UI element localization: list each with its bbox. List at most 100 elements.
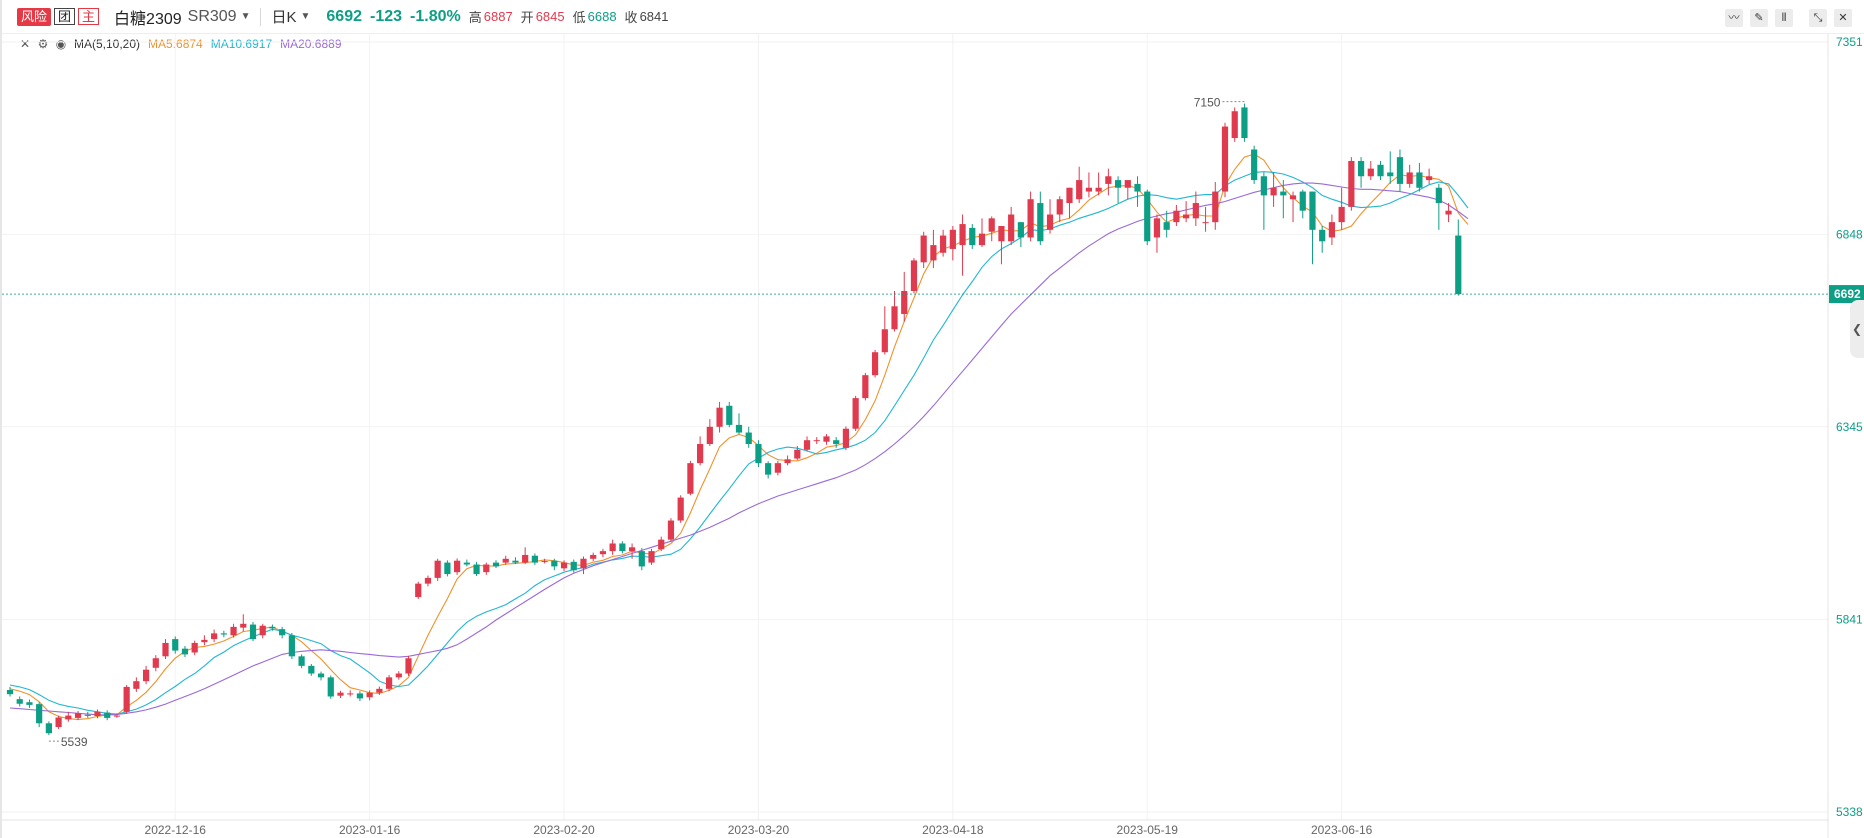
candle[interactable] [648,548,655,565]
candle[interactable] [1066,187,1073,219]
candle[interactable] [1037,191,1044,246]
candle[interactable] [172,636,179,654]
candle[interactable] [1455,219,1462,296]
candle[interactable] [1114,176,1122,204]
candle[interactable] [930,229,937,269]
instrument-code[interactable]: SR309 [187,7,237,25]
candle[interactable] [502,555,509,565]
candle[interactable] [1338,187,1345,230]
candle[interactable] [279,626,286,639]
candle[interactable] [570,559,577,573]
candle[interactable] [347,690,354,697]
candle[interactable] [1017,222,1024,248]
candle[interactable] [1027,191,1034,242]
candle[interactable] [735,413,743,435]
candle[interactable] [1319,225,1326,253]
candle[interactable] [522,547,529,565]
candle[interactable] [910,258,918,294]
candle[interactable] [113,713,121,718]
candle[interactable] [45,721,52,736]
candle[interactable] [84,711,91,718]
candle[interactable] [716,401,723,433]
candle[interactable] [638,548,645,571]
candle[interactable] [181,645,189,658]
candle[interactable] [871,349,879,378]
candle[interactable] [1357,157,1365,188]
candle[interactable] [434,558,441,581]
candle[interactable] [454,558,461,575]
candle[interactable] [94,709,101,719]
candle[interactable] [74,711,82,721]
candle[interactable] [1348,157,1355,211]
candle[interactable] [784,455,791,466]
candle[interactable] [658,536,665,552]
candle[interactable] [1212,182,1219,230]
candle[interactable] [1221,122,1229,198]
candle[interactable] [1008,206,1015,246]
candle[interactable] [1134,176,1141,207]
candle[interactable] [269,624,276,631]
candle[interactable] [1202,206,1209,232]
candle[interactable] [1251,145,1258,184]
candle[interactable] [230,623,237,638]
candle[interactable] [463,559,470,567]
candle[interactable] [823,434,830,445]
candle[interactable] [969,224,976,249]
period-dropdown-icon[interactable]: ▼ [300,11,311,22]
candle[interactable] [424,575,432,587]
candle[interactable] [901,271,908,322]
candle[interactable] [551,558,558,571]
candle[interactable] [619,541,626,554]
candle[interactable] [949,225,956,261]
candle[interactable] [415,581,422,599]
candle[interactable] [1416,162,1423,192]
candle[interactable] [1056,196,1063,223]
candle[interactable] [65,711,72,722]
candle[interactable] [842,426,850,451]
settings-icon[interactable]: ⚙ [37,37,49,51]
candle[interactable] [697,436,704,466]
candle[interactable] [891,291,898,332]
candle[interactable] [6,686,14,697]
candle[interactable] [191,640,198,656]
candle[interactable] [959,214,966,276]
candle[interactable] [1435,183,1442,230]
candle[interactable] [1095,172,1102,196]
candle[interactable] [599,548,607,558]
candle[interactable] [1173,204,1180,226]
candle[interactable] [385,675,393,692]
candle[interactable] [852,395,859,432]
candle[interactable] [609,539,616,555]
candle[interactable] [259,623,266,639]
candle[interactable] [366,690,373,701]
candle[interactable] [376,686,383,695]
candle[interactable] [1270,172,1277,207]
instrument-name[interactable]: 白糖2309 [114,10,182,28]
candle[interactable] [1163,210,1170,238]
candle[interactable] [833,437,840,448]
candle[interactable] [1387,151,1394,184]
candle[interactable] [1085,172,1093,198]
candle[interactable] [667,518,675,542]
candle[interactable] [560,560,568,572]
candle[interactable] [473,561,480,576]
candle[interactable] [1289,191,1297,223]
candle[interactable] [152,655,159,672]
candle[interactable] [1076,166,1083,204]
candle[interactable] [794,445,801,461]
candle[interactable] [1231,107,1238,142]
candle[interactable] [240,614,247,632]
candle[interactable] [36,702,43,728]
candle[interactable] [249,621,257,642]
candle[interactable] [803,436,811,452]
candle[interactable] [998,225,1005,265]
candle[interactable] [580,556,587,575]
candle[interactable] [531,553,538,565]
pencil-icon[interactable]: ✎ [1750,9,1768,27]
period-selector[interactable]: 日K [271,9,297,26]
candle[interactable] [628,543,636,559]
candle[interactable] [1046,199,1054,234]
candle[interactable] [327,675,334,699]
candle[interactable] [356,691,364,702]
candle[interactable] [492,560,500,568]
